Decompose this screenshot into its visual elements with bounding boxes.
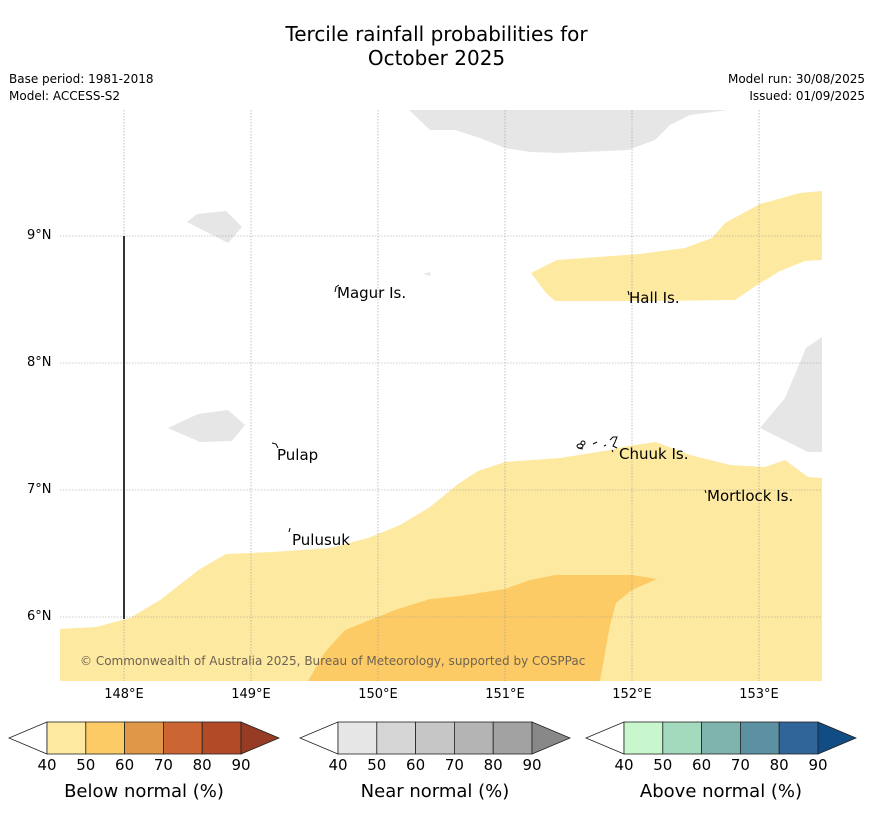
lon-label-153: 153°E	[739, 687, 779, 702]
colorbar-extend-high	[817, 721, 858, 755]
colorbar-segment	[85, 721, 126, 755]
pulusuk-island	[288, 527, 291, 533]
colorbar-tick-label: 40	[328, 756, 348, 774]
below-normal-50-region	[308, 575, 657, 681]
copyright-notice: © Commonwealth of Australia 2025, Bureau…	[80, 654, 586, 668]
place-label-mortlock: Mortlock Is.	[707, 487, 794, 505]
lat-label-6n: 6°N	[27, 609, 52, 624]
place-label-pulusuk: Pulusuk	[292, 531, 350, 549]
colorbar-above-normal	[584, 721, 858, 755]
lon-label-149: 149°E	[231, 687, 271, 702]
colorbar-tick-label: 40	[37, 756, 57, 774]
below-normal-region-north	[531, 191, 822, 301]
colorbar-extend-high	[240, 721, 281, 755]
colorbar-ticks-above: 40 50 60 70 80 90	[0, 756, 873, 774]
title-line-2: October 2025	[367, 46, 506, 70]
colorbar-segment	[124, 721, 164, 755]
colorbar-label-above: Above normal (%)	[639, 781, 803, 802]
colorbar-ticks-below: 40 50 60 70 80 90	[0, 756, 873, 774]
issued-date: Issued: 01/09/2025	[749, 89, 865, 103]
near-normal-region-west-upper	[187, 211, 242, 243]
island-outlines	[271, 284, 707, 533]
colorbar-segment	[337, 721, 378, 755]
colorbar-segment	[623, 721, 664, 755]
colorbar-near-normal	[298, 721, 572, 755]
colorbar-tick-label: 70	[730, 756, 750, 774]
near-normal-region-east	[760, 337, 822, 452]
hall-island	[627, 290, 630, 296]
colorbar-segment	[492, 721, 533, 755]
colorbar-ticks-near: 40 50 60 70 80 90	[0, 756, 873, 774]
colorbar-segment	[201, 721, 242, 755]
colorbar-segment	[701, 721, 741, 755]
base-period: Base period: 1981-2018	[9, 72, 154, 86]
colorbar-tick-label: 50	[76, 756, 96, 774]
colorbar-tick-label: 50	[367, 756, 387, 774]
title-line-1: Tercile rainfall probabilities for	[285, 22, 588, 46]
colorbar-tick-label: 80	[192, 756, 212, 774]
colorbar-segment	[46, 721, 87, 755]
colorbar-extend-high	[531, 721, 572, 755]
chart-title: Tercile rainfall probabilities for Octob…	[0, 22, 873, 70]
colorbar-tick-label: 40	[614, 756, 634, 774]
colorbar-segment	[662, 721, 702, 755]
lat-label-9n: 9°N	[27, 228, 52, 243]
near-normal-region-north	[409, 110, 728, 153]
colorbar-tick-label: 80	[769, 756, 789, 774]
colorbar-label-near: Near normal (%)	[360, 781, 510, 802]
model-run: Model run: 30/08/2025	[727, 72, 865, 86]
colorbar-tick-label: 90	[231, 756, 251, 774]
place-label-chuuk: Chuuk Is.	[619, 445, 689, 463]
lon-label-152: 152°E	[612, 687, 652, 702]
place-label-pulap: Pulap	[277, 446, 319, 464]
colorbars	[7, 721, 858, 755]
place-label-hall: Hall Is.	[629, 289, 680, 307]
near-normal-region-west-lower	[168, 410, 245, 442]
colorbar-extend-low	[7, 721, 48, 755]
lon-label-148: 148°E	[104, 687, 144, 702]
colorbar-segment	[415, 721, 455, 755]
colorbar-extend-low	[584, 721, 625, 755]
colorbar-tick-label: 90	[808, 756, 828, 774]
lon-label-150: 150°E	[358, 687, 398, 702]
meta-left: Base period: 1981-2018 Model: ACCESS-S2	[9, 71, 154, 105]
chuuk-islands	[576, 436, 618, 453]
colorbar-tick-label: 80	[483, 756, 503, 774]
colorbar-tick-label: 90	[522, 756, 542, 774]
colorbar-label-below: Below normal (%)	[64, 781, 224, 802]
mortlock-island	[704, 489, 707, 494]
colorbar-segment	[740, 721, 780, 755]
pulap-island	[271, 442, 279, 449]
colorbar-tick-label: 60	[406, 756, 426, 774]
near-normal-dot	[423, 272, 431, 276]
place-label-magur: Magur Is.	[337, 284, 407, 302]
meta-right: Model run: 30/08/2025 Issued: 01/09/2025	[728, 71, 865, 105]
colorbar-extend-low	[298, 721, 339, 755]
colorbar-below-normal	[7, 721, 281, 755]
lon-label-151: 151°E	[485, 687, 525, 702]
colorbar-tick-label: 60	[115, 756, 135, 774]
colorbar-tick-label: 70	[444, 756, 464, 774]
colorbar-segment	[453, 721, 494, 755]
colorbar-tick-label: 60	[692, 756, 712, 774]
colorbar-tick-label: 70	[153, 756, 173, 774]
model-name: Model: ACCESS-S2	[9, 89, 121, 103]
lat-label-7n: 7°N	[27, 482, 52, 497]
below-normal-region-south	[60, 442, 822, 681]
colorbar-segment	[778, 721, 819, 755]
colorbar-segment	[376, 721, 416, 755]
lat-label-8n: 8°N	[27, 355, 52, 370]
colorbar-segment	[162, 721, 203, 755]
magur-island	[334, 284, 340, 293]
colorbar-tick-label: 50	[653, 756, 673, 774]
